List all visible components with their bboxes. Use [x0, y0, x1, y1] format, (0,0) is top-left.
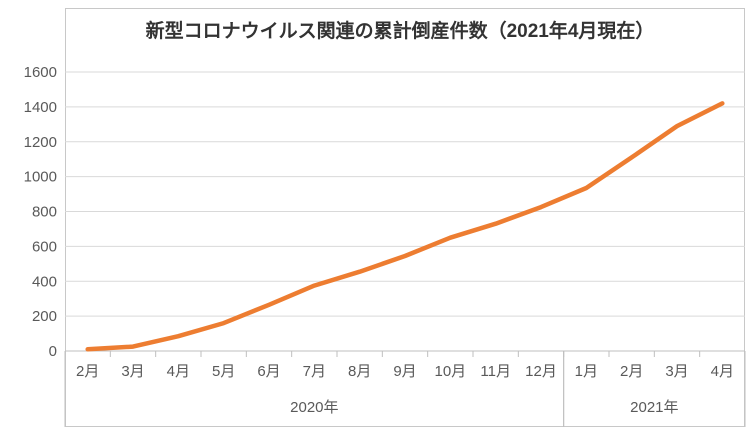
month-label: 5月 [212, 363, 235, 380]
month-label: 2月 [76, 363, 99, 380]
x-axis-labels: 2月 3月 4月 5月 6月 7月 8月 9月 10月 11月 12月 1月 2月 3月 4月 2020年 20… [76, 363, 734, 416]
series-line [85, 101, 725, 352]
month-label: 7月 [303, 363, 326, 380]
month-label: 1月 [575, 363, 598, 380]
y-axis-labels: 0 200 400 600 800 1000 1200 1400 1600 [24, 64, 57, 360]
x-axis-ticks [64, 351, 746, 427]
month-label: 9月 [393, 363, 416, 380]
gridlines [65, 71, 745, 352]
month-label: 12月 [525, 363, 557, 380]
chart-border [65, 8, 745, 427]
year-label: 2020年 [290, 399, 338, 416]
chart-title: 新型コロナウイルス関連の累計倒産件数（2021年4月現在） [146, 19, 655, 42]
month-label: 6月 [257, 363, 280, 380]
y-tick-label: 200 [32, 308, 57, 325]
month-label: 3月 [665, 363, 688, 380]
month-label: 3月 [121, 363, 144, 380]
y-tick-label: 1200 [24, 134, 57, 151]
y-tick-label: 800 [32, 204, 57, 221]
month-label: 2月 [620, 363, 643, 380]
month-label: 4月 [167, 363, 190, 380]
y-tick-label: 1400 [24, 99, 57, 116]
y-tick-label: 600 [32, 238, 57, 255]
data-series [85, 101, 725, 352]
year-label: 2021年 [630, 399, 678, 416]
y-tick-label: 400 [32, 273, 57, 290]
y-tick-label: 0 [49, 343, 57, 360]
y-tick-label: 1000 [24, 169, 57, 186]
month-label: 10月 [434, 363, 466, 380]
month-label: 4月 [711, 363, 734, 380]
month-label: 11月 [480, 363, 511, 380]
month-label: 8月 [348, 363, 371, 380]
y-tick-label: 1600 [24, 64, 57, 81]
